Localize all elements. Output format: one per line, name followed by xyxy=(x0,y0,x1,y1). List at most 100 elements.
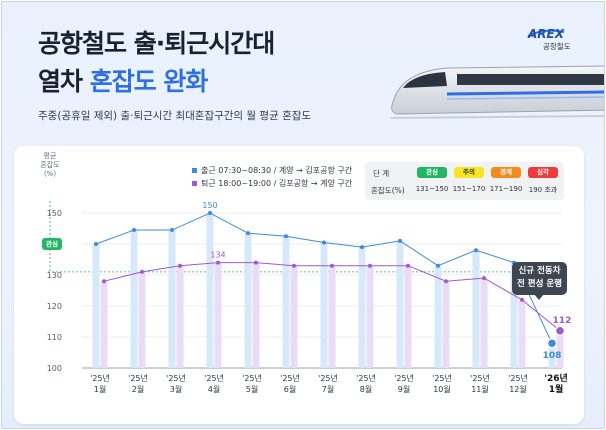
y-tick-label: 120 xyxy=(47,302,62,311)
arex-logo-icon xyxy=(527,29,565,37)
bar-evening xyxy=(214,262,222,368)
bar-evening xyxy=(328,265,336,368)
series-lines xyxy=(95,212,561,344)
x-tick-month: 2월 xyxy=(132,384,144,394)
data-point xyxy=(170,228,174,233)
data-point xyxy=(520,297,524,302)
level-pill-1: 주의 xyxy=(454,167,484,178)
title-line-2: 열차 혼잡도 완화 xyxy=(38,62,209,98)
data-point xyxy=(102,279,106,284)
level-range-0: 131~150 xyxy=(415,185,449,193)
bar-morning xyxy=(510,262,518,368)
data-point xyxy=(94,242,98,246)
x-tick-year: '25년 xyxy=(166,373,186,383)
legend-swatch xyxy=(192,181,197,186)
data-point xyxy=(330,263,334,268)
y-axis-label-line: (%) xyxy=(44,170,56,178)
bar-evening xyxy=(252,262,260,368)
logo-subtext: 공항철도 xyxy=(543,42,571,51)
x-tick-year: '25년 xyxy=(394,373,414,383)
bar-morning xyxy=(434,265,442,368)
bar-evening xyxy=(176,265,184,368)
congestion-level-table: 단 계 혼잡도(%) 관심 주의 경계 심각 131~150 151~170 1… xyxy=(365,162,564,200)
x-tick-year: '26년 xyxy=(544,372,568,384)
bar-morning xyxy=(168,230,176,368)
data-point xyxy=(554,325,566,337)
bar-morning xyxy=(206,213,214,368)
data-point xyxy=(178,263,182,268)
x-tick-year: '25년 xyxy=(318,373,338,383)
bar-evening xyxy=(290,265,298,368)
callout-line-2: 전 편성 운행 xyxy=(516,279,563,289)
bar-evening xyxy=(138,271,146,368)
data-point xyxy=(246,231,250,236)
level-range-1: 151~170 xyxy=(452,185,486,193)
x-tick-month: 4월 xyxy=(208,384,220,394)
y-axis-label-line: 평균 xyxy=(44,151,57,160)
bar-morning xyxy=(548,343,556,368)
x-tick-year: '25년 xyxy=(242,373,262,383)
bar-evening xyxy=(518,299,526,368)
data-point xyxy=(398,238,402,243)
data-point xyxy=(132,228,136,233)
level-pill-0: 관심 xyxy=(417,167,447,178)
y-tick-label: 100 xyxy=(47,364,62,373)
data-point xyxy=(546,337,558,349)
bar-evening xyxy=(366,265,374,368)
x-tick-month: 10월 xyxy=(433,384,451,394)
data-label: 134 xyxy=(210,251,225,260)
legend-label: 출근 07:30~08:30 / 계양 → 김포공항 구간 xyxy=(201,165,353,175)
data-point xyxy=(436,263,440,268)
level-range-3: 190 초과 xyxy=(528,186,558,194)
gwansim-level-badge: 관심 xyxy=(42,238,62,250)
new-train-callout: 신규 전동차 전 편성 운행 xyxy=(512,262,567,295)
bar-morning xyxy=(244,233,252,368)
bar-morning xyxy=(282,236,290,368)
data-point xyxy=(474,248,478,253)
x-tick-year: '25년 xyxy=(432,373,452,383)
title-line-1: 공항철도 출·퇴근시간대 xyxy=(38,29,275,58)
data-point xyxy=(208,211,212,215)
data-point xyxy=(292,263,296,268)
bar-morning xyxy=(92,244,100,368)
x-tick-month: 11월 xyxy=(471,384,489,394)
level-range-label: 혼잡도(%) xyxy=(371,186,405,195)
bar-evening xyxy=(480,278,488,368)
bar-morning xyxy=(320,242,328,368)
bar-evening xyxy=(100,281,108,368)
title-line-2-plain: 열차 xyxy=(38,67,90,96)
x-ticks: '25년1월'25년2월'25년3월'25년4월'25년5월'25년6월'25년… xyxy=(90,372,568,395)
x-tick-year: '25년 xyxy=(204,373,224,383)
x-tick-year: '25년 xyxy=(128,373,148,383)
y-tick-label: 110 xyxy=(47,333,62,342)
data-point xyxy=(322,240,326,245)
x-tick-year: '25년 xyxy=(470,373,490,383)
subtitle: 주중(공휴일 제외) 출·퇴근시간 최대혼잡구간의 월 평균 혼잡도 xyxy=(38,110,312,122)
x-tick-year: '25년 xyxy=(280,373,300,383)
y-tick-label: 130 xyxy=(47,271,62,280)
data-point xyxy=(216,260,220,265)
level-pill-3: 심각 xyxy=(528,167,558,178)
x-tick-month: 9월 xyxy=(398,384,410,394)
data-label: 112 xyxy=(553,316,572,326)
data-point xyxy=(368,263,372,268)
y-axis-label-line: 혼잡도 xyxy=(40,160,60,169)
data-point xyxy=(444,279,448,284)
x-tick-month: 7월 xyxy=(322,384,334,394)
data-label: 108 xyxy=(543,351,562,361)
title-line-2-accent: 혼잡도 완화 xyxy=(89,67,209,96)
y-ticks: 100110120130140150 xyxy=(47,209,62,373)
train-illustration-icon xyxy=(390,65,604,119)
data-point xyxy=(360,245,364,250)
bar-evening xyxy=(556,330,564,368)
bar-morning xyxy=(358,247,366,368)
data-point xyxy=(284,234,288,239)
data-point xyxy=(254,260,258,265)
points xyxy=(94,211,566,349)
x-tick-year: '25년 xyxy=(90,373,110,383)
bar-morning xyxy=(396,240,404,368)
